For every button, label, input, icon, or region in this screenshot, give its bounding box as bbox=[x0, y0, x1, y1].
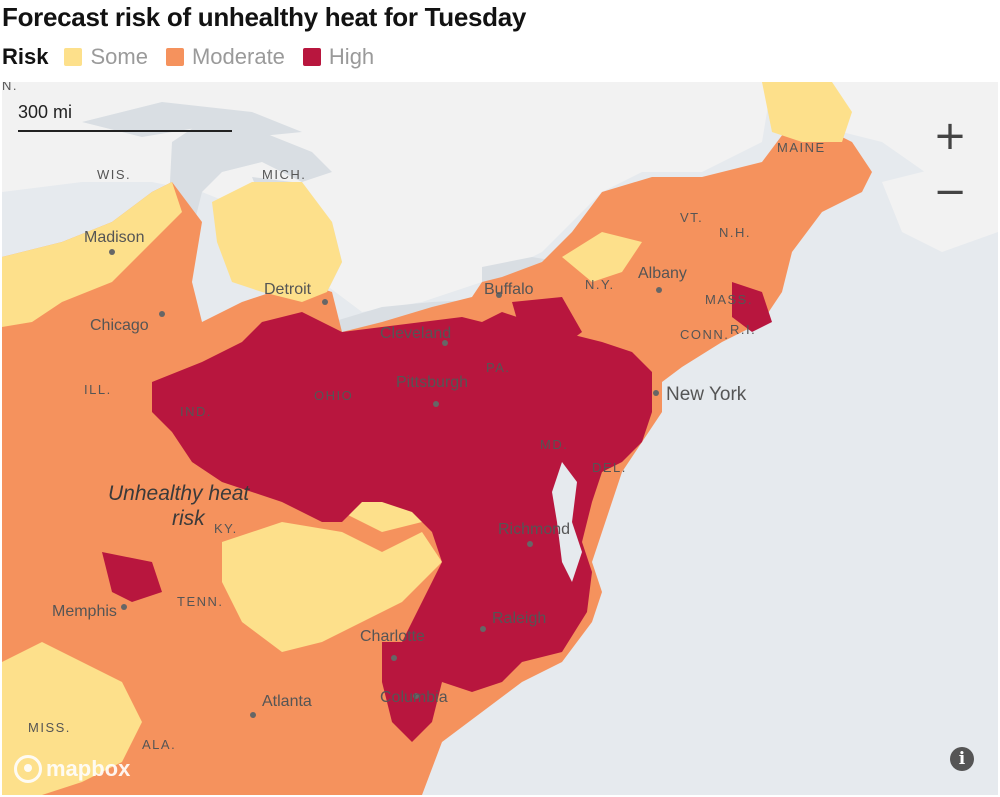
legend-label-some: Some bbox=[90, 44, 148, 69]
city-dot-columbia bbox=[413, 693, 419, 699]
lake-superior bbox=[82, 102, 302, 137]
label-ny: N.Y. bbox=[585, 277, 615, 292]
legend-title: Risk bbox=[2, 44, 49, 69]
label-ind: IND. bbox=[180, 404, 212, 419]
legend-swatch-some bbox=[64, 48, 83, 66]
label-atlanta: Atlanta bbox=[262, 693, 312, 710]
page-title: Forecast risk of unhealthy heat for Tues… bbox=[2, 2, 527, 32]
canada-land-east bbox=[2, 82, 998, 192]
legend-swatch-moderate bbox=[165, 48, 184, 66]
label-md: MD. bbox=[540, 437, 568, 452]
label-ohio: OHIO bbox=[314, 388, 353, 403]
region-high-pa bbox=[512, 297, 582, 347]
legend-item-some: Some bbox=[64, 44, 148, 70]
mapbox-attribution[interactable]: mapbox bbox=[14, 755, 130, 783]
label-tenn: TENN. bbox=[177, 594, 224, 609]
label-mich: MICH. bbox=[262, 167, 306, 182]
label-pa: PA. bbox=[486, 360, 511, 375]
label-ill: ILL. bbox=[84, 382, 112, 397]
zoom-in-button[interactable]: + bbox=[933, 113, 967, 159]
legend-label-high: High bbox=[328, 44, 375, 69]
region-some-appalachia bbox=[222, 522, 442, 652]
region-some-michigan bbox=[212, 182, 342, 302]
label-detroit: Detroit bbox=[264, 281, 312, 298]
label-madison: Madison bbox=[84, 229, 144, 246]
label-maine: MAINE bbox=[777, 140, 826, 155]
label-top-left: N. bbox=[2, 82, 18, 93]
lake-michigan bbox=[162, 122, 332, 322]
label-conn: CONN. bbox=[680, 327, 729, 342]
label-ky: KY. bbox=[214, 521, 238, 536]
label-richmond: Richmond bbox=[498, 521, 570, 538]
annotation-line2: risk bbox=[172, 507, 206, 530]
city-dot-albany bbox=[656, 287, 662, 293]
label-miss: MISS. bbox=[28, 720, 71, 735]
zoom-out-button[interactable]: − bbox=[933, 169, 967, 215]
city-dot-new-york bbox=[653, 390, 659, 396]
label-buffalo: Buffalo bbox=[484, 281, 534, 298]
city-dot-pittsburgh bbox=[433, 401, 439, 407]
label-wis: WIS. bbox=[97, 167, 131, 182]
map-canvas[interactable]: WIS. MICH. ILL. IND. OHIO PA. N.Y. VT. N… bbox=[2, 82, 998, 795]
city-dot-chicago bbox=[159, 311, 165, 317]
city-dot-cleveland bbox=[442, 340, 448, 346]
city-dot-memphis bbox=[121, 604, 127, 610]
label-ala: ALA. bbox=[142, 737, 176, 752]
mapbox-label: mapbox bbox=[46, 756, 131, 781]
label-columbia: Columbia bbox=[380, 689, 448, 706]
label-vt: VT. bbox=[680, 210, 703, 225]
label-chicago: Chicago bbox=[90, 317, 149, 334]
region-some-mississippi bbox=[2, 642, 142, 795]
region-high-tennessee bbox=[102, 552, 162, 602]
region-some-wisconsin bbox=[2, 182, 182, 327]
label-ri: R.I. bbox=[730, 322, 756, 337]
city-dot-buffalo bbox=[496, 292, 502, 298]
label-albany: Albany bbox=[638, 265, 687, 282]
city-dot-charlotte bbox=[391, 655, 397, 661]
label-mass: MASS. bbox=[705, 292, 753, 307]
zoom-controls: + − bbox=[920, 108, 980, 220]
region-high-risk bbox=[152, 312, 652, 692]
label-raleigh: Raleigh bbox=[492, 610, 546, 627]
region-high-charlotte bbox=[382, 642, 442, 742]
chesapeake-bay bbox=[552, 462, 582, 582]
info-icon[interactable]: i bbox=[950, 747, 974, 771]
legend-item-moderate: Moderate bbox=[165, 44, 285, 70]
nova-scotia-land bbox=[882, 162, 998, 252]
label-nh: N.H. bbox=[719, 225, 751, 240]
city-dot-raleigh bbox=[480, 626, 486, 632]
heat-risk-map[interactable]: WIS. MICH. ILL. IND. OHIO PA. N.Y. VT. N… bbox=[2, 82, 998, 795]
region-some-ny bbox=[562, 232, 642, 282]
label-new-york: New York bbox=[666, 384, 747, 405]
legend-item-high: High bbox=[302, 44, 375, 70]
mapbox-logo-icon bbox=[14, 755, 42, 783]
scale-bar bbox=[18, 130, 232, 132]
legend-label-moderate: Moderate bbox=[191, 44, 285, 69]
region-high-mass bbox=[732, 282, 772, 332]
label-memphis: Memphis bbox=[52, 603, 117, 620]
label-del: DEL. bbox=[592, 460, 627, 475]
city-dot-detroit bbox=[322, 299, 328, 305]
city-dot-richmond bbox=[527, 541, 533, 547]
scale-label: 300 mi bbox=[18, 102, 73, 122]
label-pittsburgh: Pittsburgh bbox=[396, 374, 468, 391]
region-some-maine bbox=[762, 82, 852, 142]
legend: Risk Some Moderate High bbox=[2, 44, 392, 70]
city-dot-atlanta bbox=[250, 712, 256, 718]
label-cleveland: Cleveland bbox=[380, 325, 451, 342]
legend-swatch-high bbox=[302, 48, 321, 66]
city-dot-madison bbox=[109, 249, 115, 255]
annotation-line1: Unhealthy heat bbox=[108, 482, 250, 505]
label-charlotte: Charlotte bbox=[360, 628, 425, 645]
